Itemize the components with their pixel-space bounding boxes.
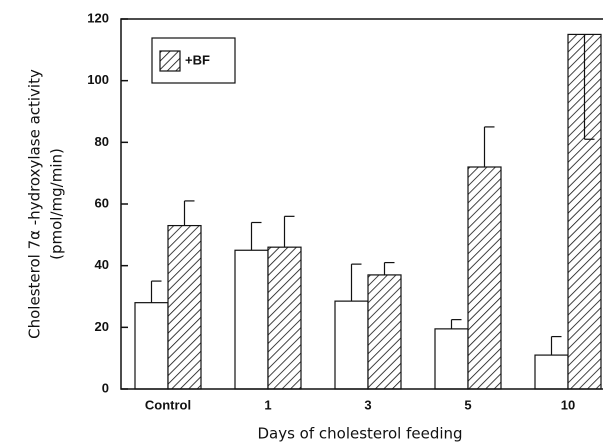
bar xyxy=(434,328,469,390)
y-label-line: (pmol/mg/min) xyxy=(48,148,66,260)
x-tick-label: 10 xyxy=(561,397,575,412)
x-tick-label: 5 xyxy=(464,397,471,412)
axis-frame xyxy=(120,18,603,390)
bar xyxy=(334,300,369,390)
x-tick-label: Control xyxy=(145,397,191,412)
bars xyxy=(134,33,602,390)
y-tick-label: 40 xyxy=(95,257,109,272)
y-tick-label: 100 xyxy=(87,72,109,87)
error-bar xyxy=(250,221,262,251)
y-tick-label: 60 xyxy=(95,195,109,210)
bar xyxy=(534,354,569,390)
y-label-line: Cholesterol 7α -hydroxylase activity xyxy=(26,69,44,339)
error-bar xyxy=(583,34,595,140)
y-tick-label: 20 xyxy=(95,319,109,334)
error-bar xyxy=(350,263,362,302)
bar xyxy=(134,302,169,390)
y-axis-label: Cholesterol 7α -hydroxylase activity (pm… xyxy=(26,69,66,339)
y-tick-label: 0 xyxy=(102,380,109,395)
bar xyxy=(167,224,202,390)
error-bar xyxy=(450,319,462,329)
x-tick-label: 3 xyxy=(364,397,371,412)
y-tick-label: 80 xyxy=(95,134,109,149)
x-tick-label: 1 xyxy=(264,397,271,412)
legend-swatch xyxy=(159,50,181,72)
bar xyxy=(267,246,302,390)
legend: +BF xyxy=(151,37,236,84)
error-bar xyxy=(183,200,195,226)
error-bar xyxy=(150,280,162,303)
error-bar xyxy=(383,261,395,275)
error-bar xyxy=(550,335,562,356)
bar xyxy=(367,274,402,390)
error-bar xyxy=(283,215,295,248)
y-tick-label: 120 xyxy=(87,10,109,25)
bar xyxy=(467,166,502,390)
bar xyxy=(234,249,269,390)
x-axis-label: Days of cholesterol feeding xyxy=(257,425,462,443)
legend-label: +BF xyxy=(185,52,210,67)
error-bar xyxy=(483,126,495,167)
